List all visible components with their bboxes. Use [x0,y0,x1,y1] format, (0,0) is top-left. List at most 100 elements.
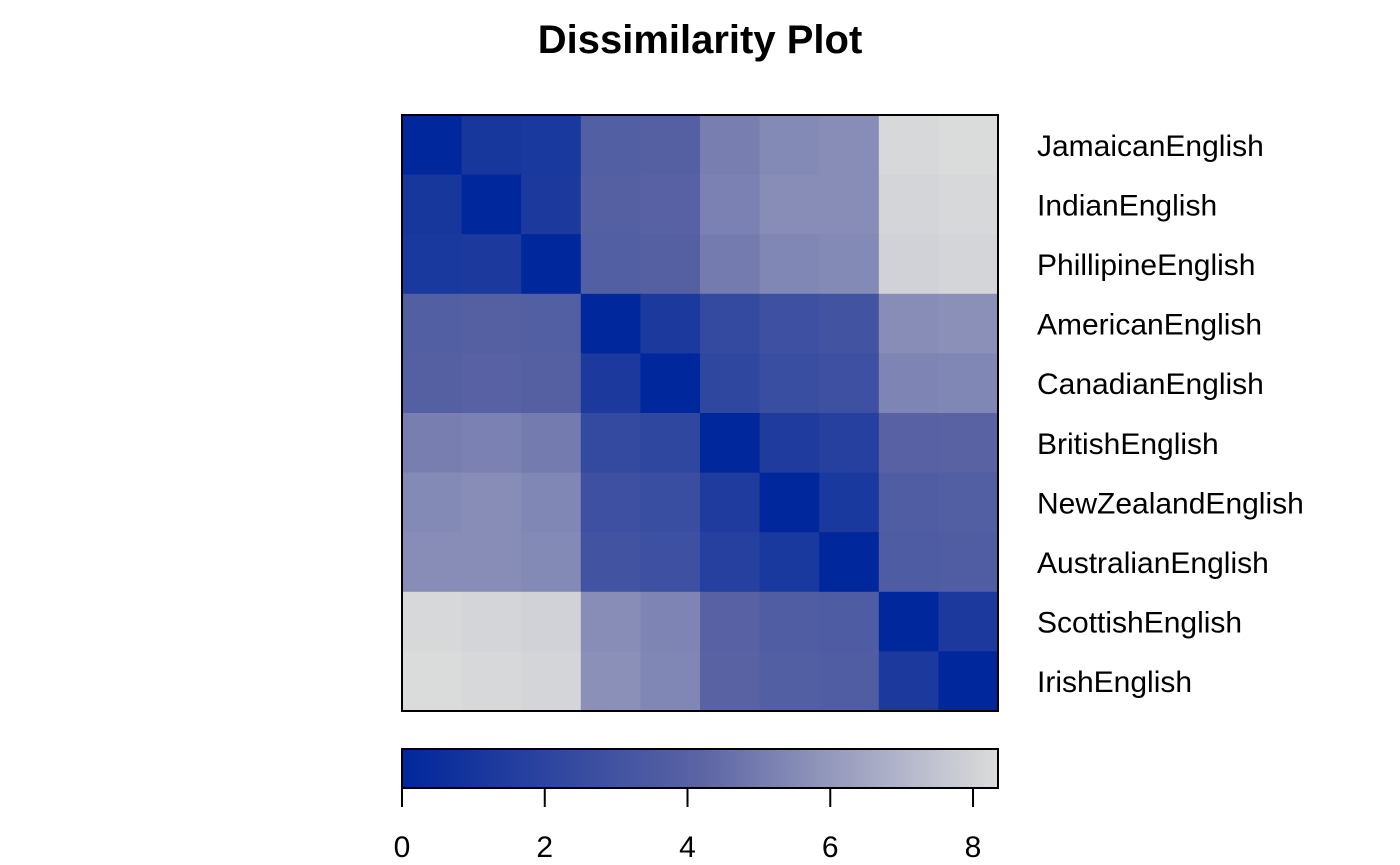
heatmap-cell [759,115,820,176]
heatmap-cell [938,472,999,533]
heatmap-cell [640,174,701,235]
heatmap-cell [759,293,820,354]
heatmap-cell [402,532,463,593]
heatmap-cell [700,472,761,533]
colorbar-tick-label: 0 [394,831,411,864]
heatmap-cell [521,174,582,235]
heatmap-cell [759,353,820,414]
heatmap-cell [402,651,463,712]
heatmap-cell [938,591,999,652]
heatmap-cell [461,532,522,593]
heatmap-border [401,114,999,712]
colorbar-tick-label: 8 [965,831,982,864]
heatmap-cell [580,413,641,474]
heatmap-cell [759,413,820,474]
row-labels: JamaicanEnglish IndianEnglish PhillipineEn… [1037,130,1304,699]
heatmap-cell [878,174,939,235]
heatmap-cell [640,353,701,414]
heatmap-cell [700,293,761,354]
heatmap-cell [461,651,522,712]
heatmap-cell [521,532,582,593]
heatmap-cell [521,651,582,712]
row-label: BritishEnglish [1037,428,1219,461]
colorbar-tick-label: 6 [822,831,839,864]
heatmap-cell [759,591,820,652]
heatmap-cell [580,293,641,354]
row-label: ScottishEnglish [1037,607,1242,640]
heatmap-cell [938,353,999,414]
heatmap-cell [700,591,761,652]
heatmap-cell [700,532,761,593]
heatmap-cell [938,115,999,176]
heatmap-cell [640,234,701,295]
heatmap-cell [640,413,701,474]
heatmap-cell [402,115,463,176]
row-label: PhillipineEnglish [1037,249,1255,282]
heatmap-cell [938,234,999,295]
heatmap-cell [878,115,939,176]
heatmap-cell [878,651,939,712]
heatmap-cell [819,413,880,474]
heatmap-cell [521,234,582,295]
colorbar-tick-label: 2 [536,831,553,864]
heatmap-cell [521,472,582,533]
heatmap-cell [580,234,641,295]
heatmap-cell [461,234,522,295]
row-label: IrishEnglish [1037,666,1192,699]
heatmap-cell [878,234,939,295]
row-label: CanadianEnglish [1037,368,1264,401]
heatmap-cell [700,115,761,176]
heatmap-cell [580,174,641,235]
heatmap-cell [819,532,880,593]
heatmap-cell [580,353,641,414]
heatmap-cell [402,413,463,474]
heatmap-cell [461,174,522,235]
heatmap-cell [759,651,820,712]
heatmap-cell [580,532,641,593]
heatmap-cell [759,174,820,235]
heatmap-cell [640,532,701,593]
heatmap-cell [700,353,761,414]
heatmap-cell [580,591,641,652]
heatmap-cell [819,651,880,712]
heatmap-cell [878,413,939,474]
heatmap-cell [878,532,939,593]
heatmap-cell [878,591,939,652]
heatmap-cell [402,234,463,295]
heatmap-cell [402,293,463,354]
heatmap-cell [402,591,463,652]
heatmap-cell [938,532,999,593]
heatmap-cell [402,353,463,414]
heatmap-cell [461,293,522,354]
heatmap-cell [461,591,522,652]
heatmap-cell [640,591,701,652]
heatmap-cell [461,353,522,414]
heatmap-cell [878,472,939,533]
heatmap-cell [819,234,880,295]
heatmap-cell [402,174,463,235]
colorbar-tick-label: 4 [679,831,696,864]
heatmap-cell [461,472,522,533]
chart-title: Dissimilarity Plot [538,18,863,62]
heatmap-cells [402,115,999,712]
heatmap-cell [521,591,582,652]
heatmap-cell [640,115,701,176]
heatmap-cell [938,413,999,474]
heatmap-cell [878,293,939,354]
heatmap-cell [759,472,820,533]
heatmap-cell [819,115,880,176]
heatmap-cell [938,174,999,235]
heatmap-cell [521,293,582,354]
heatmap-cell [521,413,582,474]
heatmap-cell [580,115,641,176]
heatmap-cell [640,651,701,712]
heatmap-cell [819,591,880,652]
heatmap-cell [938,651,999,712]
row-label: JamaicanEnglish [1037,130,1264,163]
heatmap-cell [878,353,939,414]
heatmap-cell [819,174,880,235]
row-label: IndianEnglish [1037,189,1217,222]
heatmap-cell [402,472,463,533]
heatmap-cell [521,353,582,414]
